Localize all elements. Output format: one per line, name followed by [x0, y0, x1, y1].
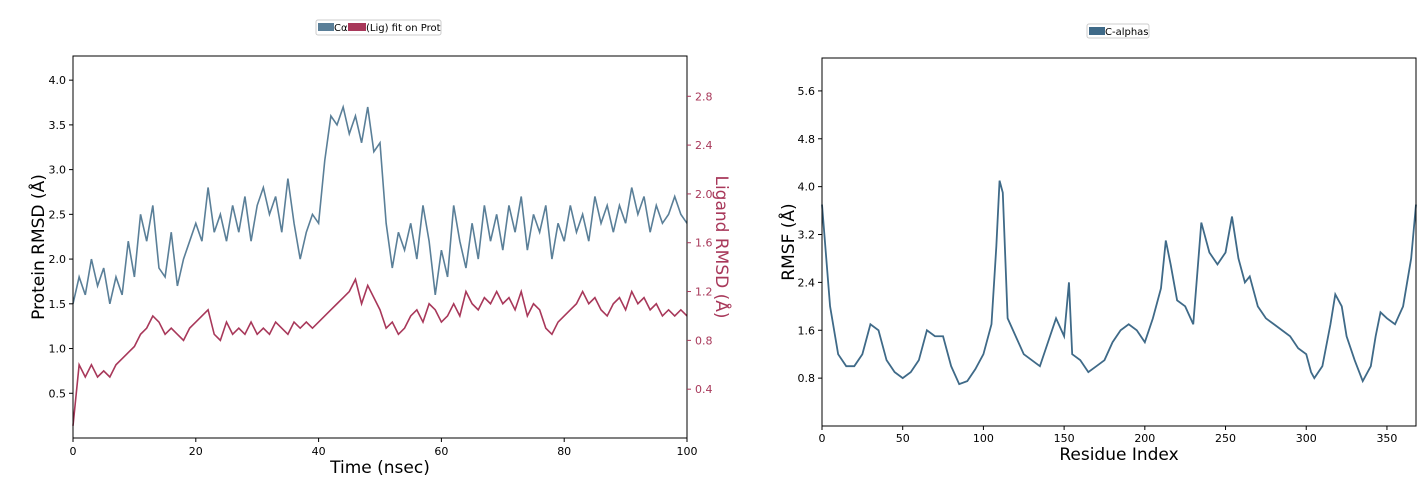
y-tick-label: 2.4: [798, 276, 816, 289]
x-tick-label: 350: [1376, 432, 1397, 445]
y2-tick-label: 0.4: [695, 383, 713, 396]
legend-swatch-0: [318, 23, 334, 31]
y2-tick-label: 0.8: [695, 334, 713, 347]
rmsf-plot: 0 50 100 150 200 250 300 350 0.8 1.6 2.4 3.2 4.0 4.8 5…: [777, 23, 1417, 465]
y-tick-label: 0.8: [798, 372, 816, 385]
x-tick-label: 200: [1134, 432, 1155, 445]
x-tick-label: 100: [677, 445, 698, 458]
plot-frame: [821, 57, 1417, 427]
x-axis-label: Time (nsec): [329, 458, 430, 478]
y-tick-label: 1.0: [49, 343, 67, 356]
legend-swatch-1: [348, 23, 366, 31]
x-tick-label: 150: [1054, 432, 1075, 445]
y-tick-label: 5.6: [798, 85, 816, 98]
y-tick-label: 1.6: [798, 324, 816, 337]
y-tick-label: 3.0: [49, 164, 67, 177]
x-tick-label: 100: [973, 432, 994, 445]
legend: Cα (Lig) fit on Prot: [315, 19, 442, 36]
x-tick-label: 60: [434, 445, 448, 458]
x-tick-label: 0: [819, 432, 826, 445]
y-tick-label: 4.0: [798, 181, 816, 194]
y2-tick-label: 1.6: [695, 237, 713, 250]
series-line-0: [72, 104, 688, 304]
x-tick-label: 300: [1296, 432, 1317, 445]
x-tick-label: 50: [896, 432, 910, 445]
y2-tick-label: 2.8: [695, 90, 713, 103]
y2-axis-label: Ligand RMSD (Å): [711, 175, 733, 318]
y2-tick-label: 1.2: [695, 286, 713, 299]
y-tick-label: 4.0: [49, 74, 67, 87]
y-axis-label: Protein RMSD (Å): [27, 174, 49, 320]
plot-frame: [72, 55, 688, 439]
legend-box: [315, 19, 442, 36]
legend-label: C-alphas: [1105, 27, 1149, 38]
y-tick-label: 2.5: [49, 208, 67, 221]
x-axis-label: Residue Index: [1059, 445, 1178, 465]
legend-swatch: [1089, 27, 1105, 35]
x-tick-label: 40: [312, 445, 326, 458]
legend-label-0: Cα: [334, 23, 348, 34]
y-tick-label: 3.5: [49, 119, 67, 132]
y-axis-label: RMSF (Å): [777, 203, 799, 280]
x-tick-label: 250: [1215, 432, 1236, 445]
y-tick-label: 1.5: [49, 298, 67, 311]
legend: C-alphas: [1086, 23, 1150, 39]
y2-tick-label: 2.0: [695, 188, 713, 201]
legend-label-1: (Lig) fit on Prot: [366, 23, 441, 34]
y-tick-label: 4.8: [798, 133, 816, 146]
y-tick-label: 2.0: [49, 253, 67, 266]
x-tick-label: 0: [70, 445, 77, 458]
x-tick-label: 20: [189, 445, 203, 458]
y2-tick-label: 2.4: [695, 139, 713, 152]
x-tick-label: 80: [557, 445, 571, 458]
y-tick-label: 0.5: [49, 387, 67, 400]
rmsd-plot: 0 20 40 60 80 100 0.5 1.0 1.5 2.0 2.5 3.0 3.5 4.0 0.4 0…: [27, 19, 733, 478]
series-line-rmsf: [821, 180, 1417, 386]
series-line-1: [72, 277, 688, 426]
y-tick-label: 3.2: [798, 229, 816, 242]
